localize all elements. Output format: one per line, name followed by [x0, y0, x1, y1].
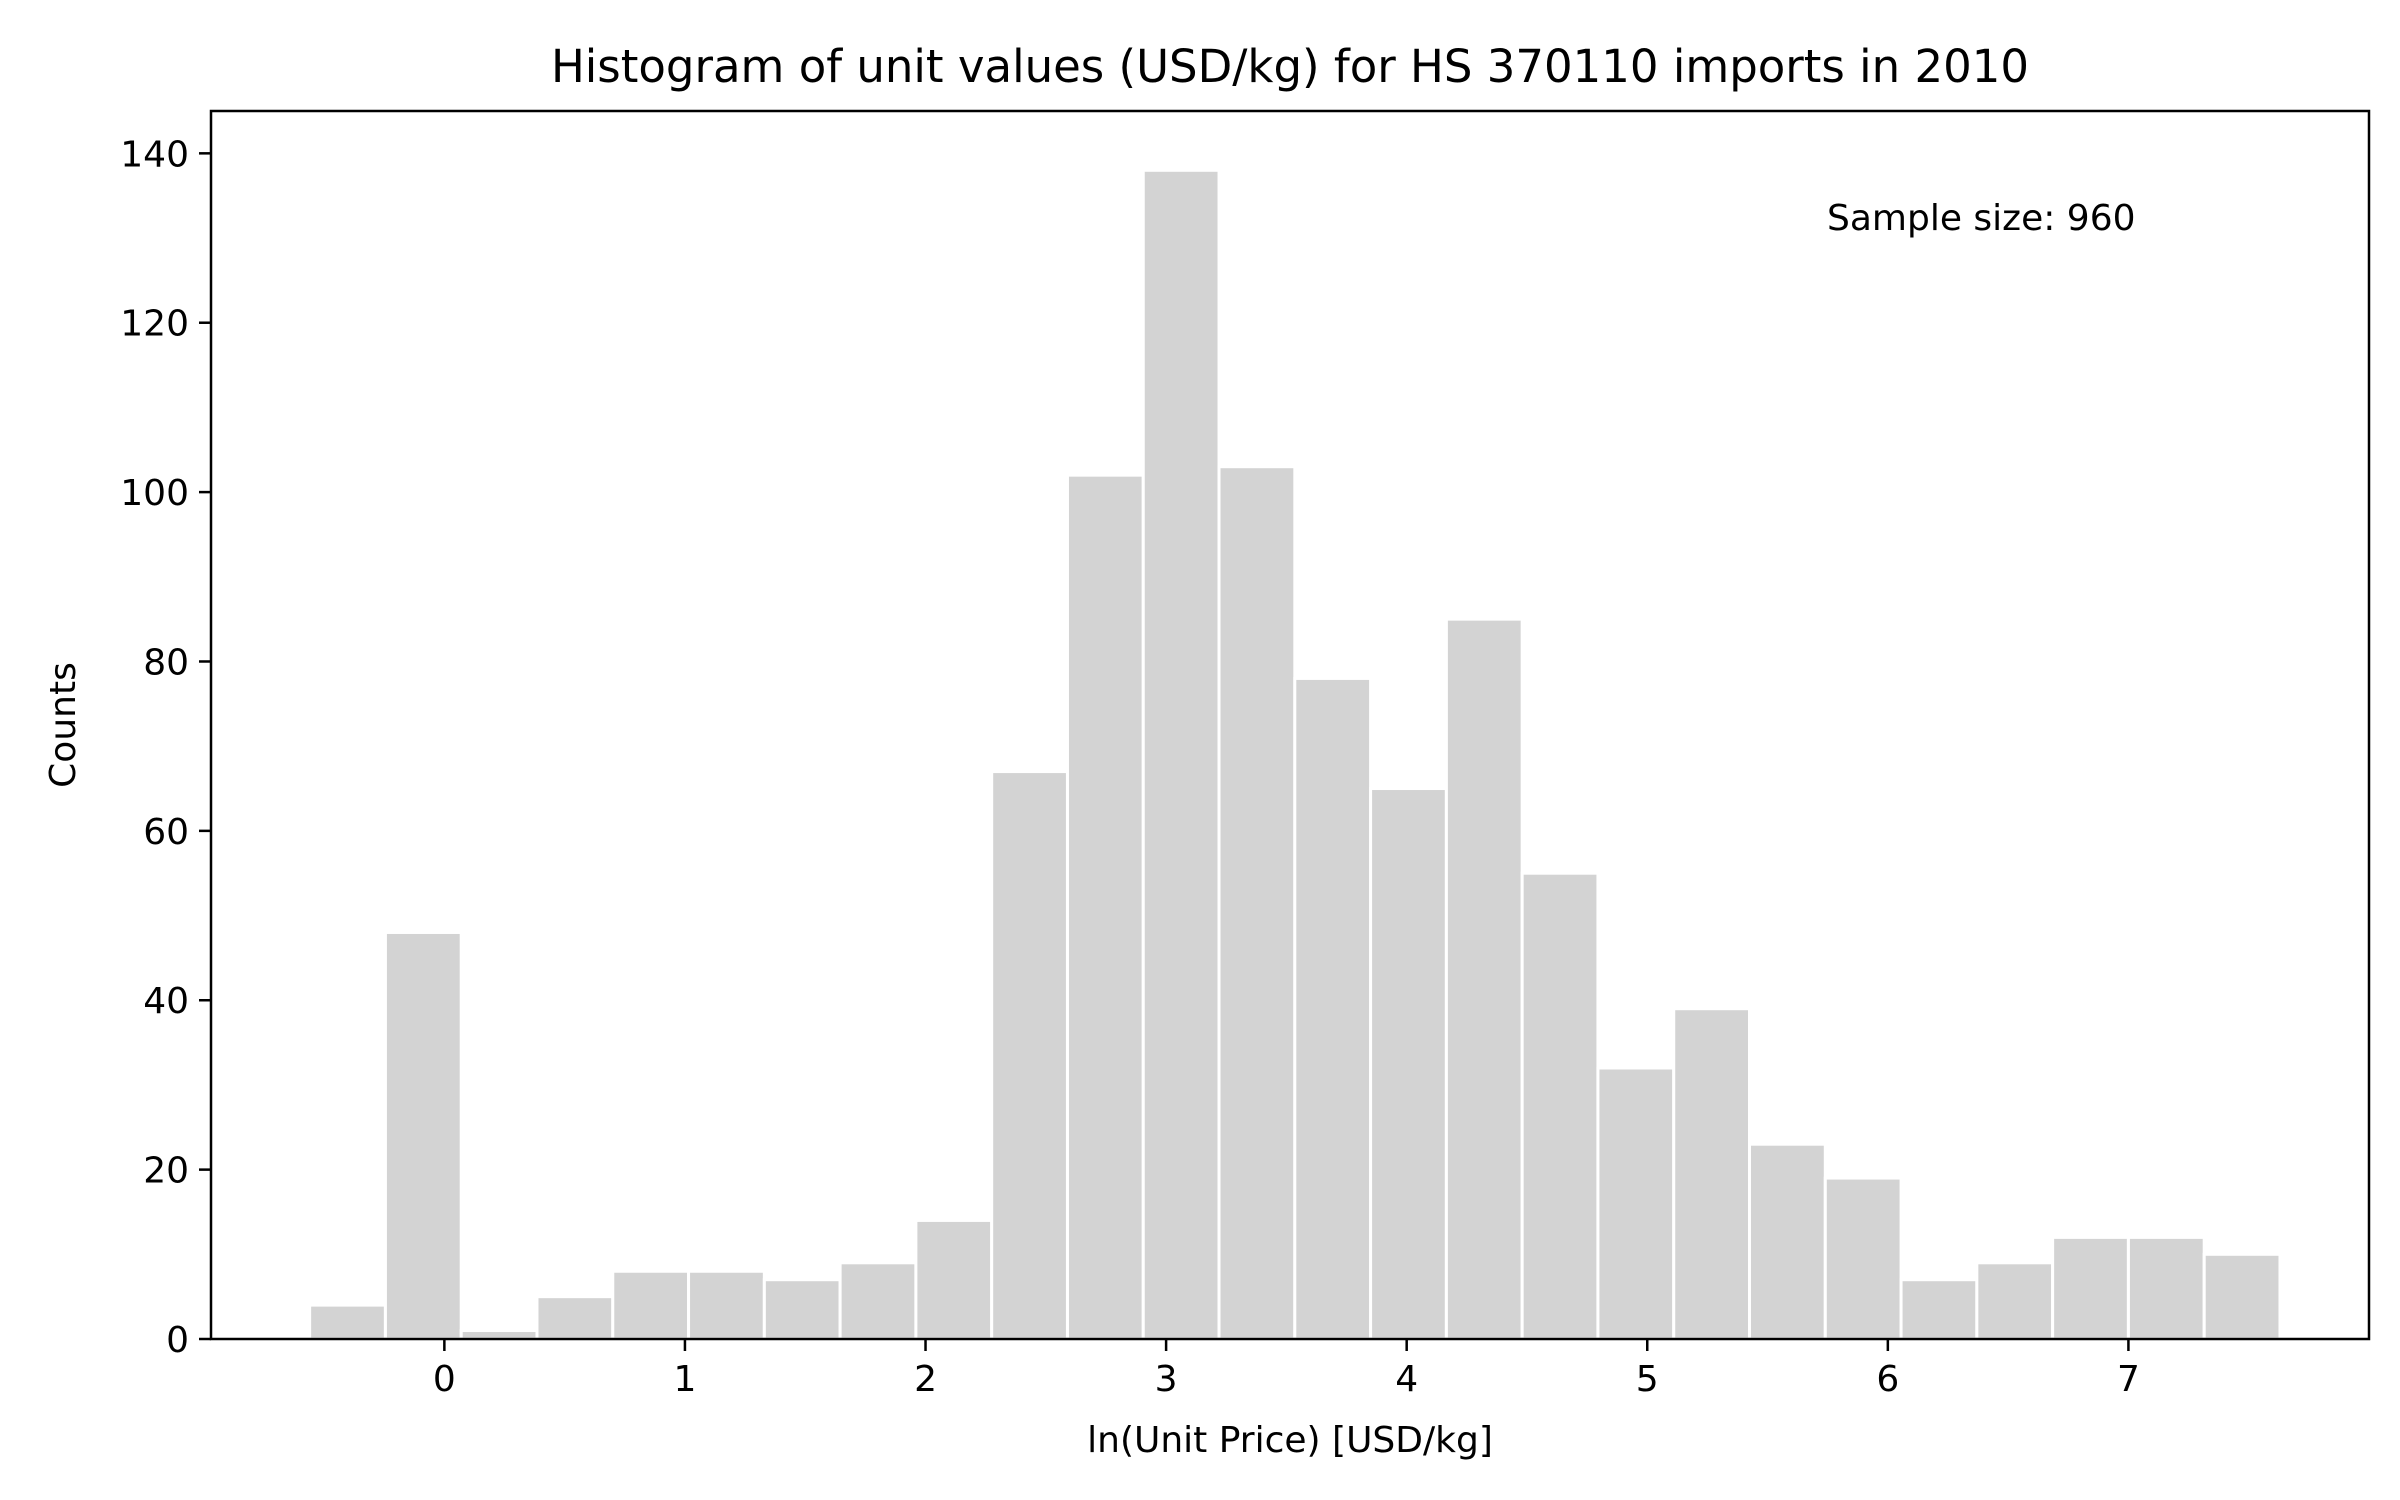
histogram-bar	[1444, 617, 1524, 1341]
plot-frame	[209, 109, 2371, 1341]
y-tick-label: 100	[120, 473, 189, 514]
histogram-bar	[383, 930, 463, 1341]
histogram-bar	[1141, 168, 1221, 1341]
y-tick-label: 120	[120, 304, 189, 345]
histogram-bar	[1217, 465, 1297, 1341]
x-tick-label: 3	[1155, 1359, 1178, 1400]
histogram-bar	[1975, 1261, 2055, 1341]
y-axis-label: Counts	[43, 662, 84, 788]
x-tick-label: 4	[1395, 1359, 1418, 1400]
histogram-bar	[1293, 676, 1373, 1341]
x-tick-label: 7	[2117, 1359, 2140, 1400]
y-tick-label: 80	[143, 642, 189, 683]
x-tick-label: 2	[914, 1359, 937, 1400]
histogram-bar	[1672, 1007, 1752, 1341]
y-tick-label: 60	[143, 812, 189, 853]
histogram-bar	[308, 1303, 387, 1341]
histogram-bar	[1748, 1142, 1827, 1341]
x-tick-label: 0	[433, 1359, 456, 1400]
y-tick-label: 140	[120, 134, 189, 175]
x-tick-label: 6	[1876, 1359, 1899, 1400]
y-tick-label: 0	[166, 1320, 189, 1361]
chart-title: Histogram of unit values (USD/kg) for HS…	[551, 40, 2029, 93]
histogram-bar	[687, 1269, 766, 1341]
histogram-bar	[914, 1218, 994, 1341]
histogram-bar	[2126, 1235, 2206, 1341]
histogram-bar	[459, 1329, 539, 1341]
histogram-bar	[1065, 473, 1145, 1341]
sample-size-annotation: Sample size: 960	[1827, 198, 2136, 239]
x-tick-label: 1	[673, 1359, 696, 1400]
histogram-bar	[535, 1295, 615, 1341]
y-tick-label: 40	[143, 981, 189, 1022]
histogram-bar	[1823, 1176, 1903, 1341]
histogram-bar	[2051, 1235, 2130, 1341]
histogram-bar	[611, 1269, 691, 1341]
histogram-bar	[1596, 1066, 1676, 1341]
histogram-bar	[838, 1261, 918, 1341]
x-axis-label: ln(Unit Price) [USD/kg]	[1087, 1420, 1493, 1461]
bars-group	[308, 168, 2282, 1341]
histogram-bar	[762, 1278, 842, 1341]
x-tick-label: 5	[1636, 1359, 1659, 1400]
y-tick-label: 20	[143, 1151, 189, 1192]
histogram-bar	[1899, 1278, 1979, 1341]
y-axis-ticks: 0 20 40 60 80 100 120 140	[120, 134, 211, 1361]
histogram-bar	[990, 770, 1069, 1341]
histogram-bar	[2202, 1252, 2282, 1341]
histogram-bar	[1520, 871, 1600, 1341]
histogram-bar	[1369, 787, 1448, 1341]
x-axis-ticks: 0 1 2 3 4 5 6 7	[433, 1339, 2140, 1400]
